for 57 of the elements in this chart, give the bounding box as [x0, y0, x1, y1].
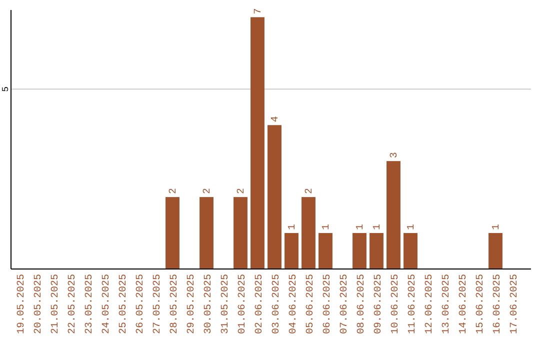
- x-tick-label: 10.06.2025: [390, 274, 402, 334]
- x-tick-label: 29.05.2025: [186, 274, 198, 334]
- bar: [386, 161, 400, 269]
- data-label: 1: [406, 224, 418, 230]
- x-tick-label: 08.06.2025: [356, 274, 368, 334]
- bar: [404, 233, 418, 269]
- x-tick-label: 01.06.2025: [238, 274, 248, 334]
- data-label: 2: [236, 188, 248, 194]
- x-tick-label: 20.05.2025: [34, 274, 44, 334]
- data-label: 2: [304, 188, 316, 194]
- y-tick-label: 5: [1, 86, 11, 92]
- x-tick-label: 06.06.2025: [322, 274, 334, 334]
- bar: [200, 197, 214, 269]
- x-tick-label: 23.05.2025: [84, 274, 96, 334]
- x-tick-label: 09.06.2025: [374, 274, 384, 334]
- x-tick-label: 27.05.2025: [152, 274, 164, 334]
- bar: [166, 197, 180, 269]
- x-tick-label: 25.05.2025: [118, 274, 130, 334]
- x-tick-label: 19.05.2025: [16, 274, 28, 334]
- x-tick-label: 26.05.2025: [136, 274, 146, 334]
- x-tick-label: 11.06.2025: [408, 274, 418, 334]
- bar: [318, 233, 332, 269]
- bar: [234, 197, 248, 269]
- x-tick-label: 07.06.2025: [340, 274, 350, 334]
- data-label: 3: [390, 152, 400, 158]
- x-tick-label: 15.06.2025: [476, 274, 486, 334]
- data-label: 2: [202, 188, 214, 194]
- bar: [302, 197, 316, 269]
- x-tick-label: 31.05.2025: [220, 274, 232, 334]
- x-tick-label: 14.06.2025: [458, 274, 470, 334]
- data-label: 1: [372, 224, 384, 230]
- x-tick-label: 04.06.2025: [288, 274, 300, 334]
- bar: [370, 233, 384, 269]
- bar: [250, 17, 264, 269]
- data-label: 4: [270, 116, 282, 122]
- x-tick-label: 12.06.2025: [424, 274, 436, 334]
- data-label: 7: [254, 8, 264, 14]
- x-tick-label: 05.06.2025: [306, 274, 316, 334]
- x-tick-label: 13.06.2025: [442, 274, 452, 334]
- data-label: 1: [322, 224, 332, 230]
- bar: [488, 233, 502, 269]
- bar: [352, 233, 366, 269]
- x-tick-label: 02.06.2025: [254, 274, 266, 334]
- x-tick-label: 17.06.2025: [510, 274, 520, 334]
- x-tick-label: 21.05.2025: [50, 274, 62, 334]
- x-tick-label: 24.05.2025: [102, 274, 112, 334]
- data-label: 2: [168, 188, 180, 194]
- bar: [268, 125, 282, 269]
- x-tick-label: 30.05.2025: [204, 274, 214, 334]
- data-label: 1: [288, 224, 298, 230]
- x-tick-label: 22.05.2025: [68, 274, 78, 334]
- x-tick-label: 16.06.2025: [492, 274, 504, 334]
- x-tick-label: 28.05.2025: [170, 274, 180, 334]
- data-label: 1: [492, 224, 502, 230]
- x-tick-label: 03.06.2025: [272, 274, 282, 334]
- bar: [284, 233, 298, 269]
- data-label: 1: [356, 224, 366, 230]
